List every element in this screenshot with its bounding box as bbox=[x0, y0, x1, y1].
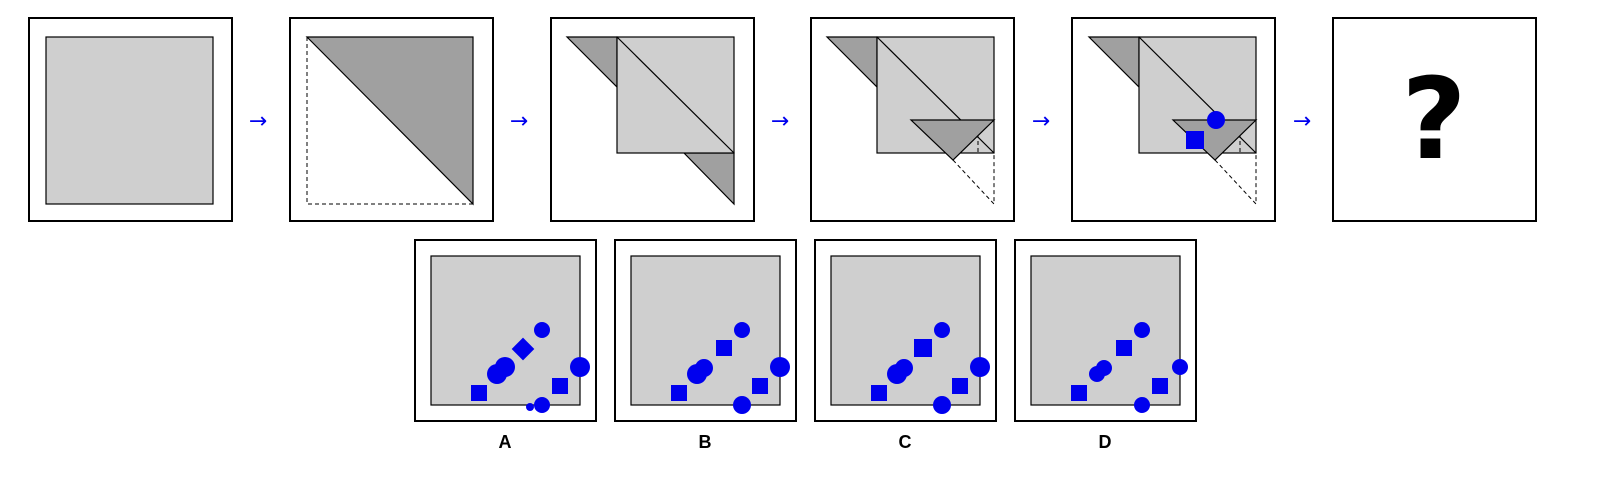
paper-square bbox=[45, 36, 214, 205]
hole-circle bbox=[734, 322, 750, 338]
hole-square bbox=[1071, 385, 1087, 401]
hole-circle bbox=[1134, 322, 1150, 338]
hole-circle bbox=[733, 396, 751, 414]
hole-circle bbox=[770, 357, 790, 377]
step-1-panel bbox=[28, 17, 233, 222]
hole-square bbox=[716, 340, 732, 356]
hole-square bbox=[552, 378, 568, 394]
answer-panel: ? bbox=[1332, 17, 1537, 222]
hole-circle bbox=[933, 396, 951, 414]
folded-triangle bbox=[305, 36, 474, 206]
hole-square bbox=[471, 385, 487, 401]
holes bbox=[871, 322, 990, 414]
hole-circle bbox=[934, 322, 950, 338]
hole-circle bbox=[970, 357, 990, 377]
folded-corner-triangle bbox=[909, 119, 996, 161]
panel-frame bbox=[1332, 17, 1537, 222]
arrow-1: → bbox=[249, 109, 267, 134]
hole-circle bbox=[526, 403, 534, 411]
hole-square bbox=[671, 385, 687, 401]
arrow-2: → bbox=[510, 109, 528, 134]
step-2-panel bbox=[289, 17, 494, 222]
option-b-label[interactable]: B bbox=[698, 432, 712, 452]
hole-square bbox=[914, 339, 932, 357]
option-a-panel[interactable] bbox=[414, 239, 597, 422]
option-d-panel[interactable] bbox=[1014, 239, 1197, 422]
hole-circle bbox=[1134, 397, 1150, 413]
hole-square bbox=[511, 337, 535, 361]
hole-circle bbox=[534, 397, 550, 413]
step-3-panel bbox=[550, 17, 755, 222]
holes bbox=[671, 322, 790, 414]
hole-square bbox=[952, 378, 968, 394]
hole-circle bbox=[895, 359, 913, 377]
question-mark: ? bbox=[1402, 55, 1467, 185]
hole-circle bbox=[495, 357, 515, 377]
arrow-5: → bbox=[1293, 109, 1311, 134]
hole-square bbox=[1152, 378, 1168, 394]
hole-circle bbox=[1096, 360, 1112, 376]
hole-square bbox=[871, 385, 887, 401]
unfolded-paper bbox=[830, 255, 981, 406]
arrow-3: → bbox=[771, 109, 789, 134]
step-5-panel bbox=[1071, 17, 1276, 222]
option-a-label[interactable]: A bbox=[498, 432, 512, 452]
option-c-panel[interactable] bbox=[814, 239, 997, 422]
hole-circle bbox=[534, 322, 550, 338]
fold-crease bbox=[616, 36, 735, 154]
holes bbox=[1071, 322, 1188, 413]
holes bbox=[471, 322, 590, 413]
hole-square bbox=[1186, 131, 1204, 149]
hole-square bbox=[1116, 340, 1132, 356]
hole-square bbox=[752, 378, 768, 394]
hole-circle bbox=[570, 357, 590, 377]
hole-circle bbox=[695, 359, 713, 377]
fold-outline-dashed bbox=[952, 153, 995, 206]
hole-circle bbox=[1172, 359, 1188, 375]
arrow-4: → bbox=[1032, 109, 1050, 134]
step-4-panel bbox=[810, 17, 1015, 222]
hole-circle bbox=[1207, 111, 1225, 129]
option-d-label[interactable]: D bbox=[1098, 432, 1112, 452]
fold-outline-dashed bbox=[1214, 153, 1257, 206]
option-b-panel[interactable] bbox=[614, 239, 797, 422]
option-c-label[interactable]: C bbox=[898, 432, 912, 452]
